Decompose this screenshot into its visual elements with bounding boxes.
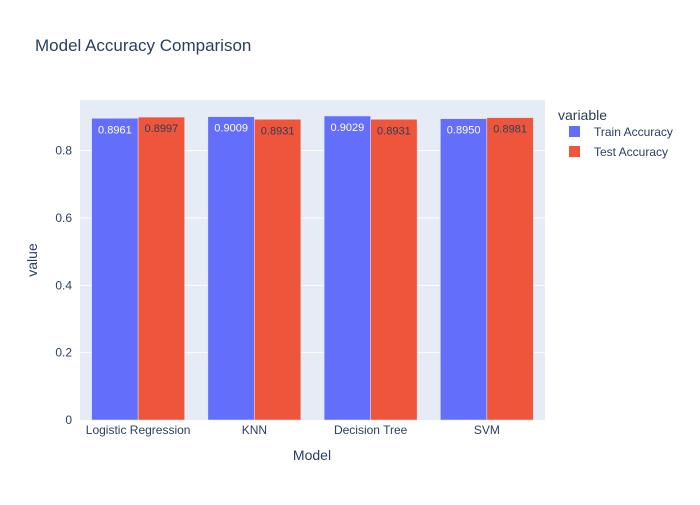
bar xyxy=(137,116,185,421)
bar xyxy=(370,119,418,421)
x-axis-title: Model xyxy=(293,447,331,463)
y-tick-label: 0.8 xyxy=(55,144,72,158)
x-tick-label: KNN xyxy=(242,423,267,437)
bar xyxy=(486,117,534,421)
bar-value-label: 0.8981 xyxy=(493,124,527,136)
bar-value-label: 0.8961 xyxy=(98,124,132,136)
bar-value-label: 0.9009 xyxy=(214,123,248,135)
bar-value-label: 0.9029 xyxy=(331,122,365,134)
legend-label: Train Accuracy xyxy=(594,125,673,139)
bar-value-label: 0.8931 xyxy=(377,125,411,137)
bar-value-label: 0.8950 xyxy=(447,125,481,137)
chart-title: Model Accuracy Comparison xyxy=(35,36,251,55)
bars xyxy=(91,115,534,421)
legend: variable Train Accuracy Test Accuracy xyxy=(558,107,673,159)
bar-value-label: 0.8931 xyxy=(261,125,295,137)
bar xyxy=(207,116,255,421)
x-tick-label: Logistic Regression xyxy=(86,423,191,437)
x-axis-ticks: Logistic Regression KNN Decision Tree SVM xyxy=(86,423,500,437)
y-tick-label: 0.6 xyxy=(55,211,72,225)
y-tick-label: 0 xyxy=(65,413,72,427)
bar xyxy=(440,118,488,421)
bar xyxy=(254,119,302,421)
y-tick-label: 0.4 xyxy=(55,278,72,292)
x-tick-label: SVM xyxy=(474,423,500,437)
legend-title: variable xyxy=(558,107,607,123)
legend-swatch xyxy=(569,126,580,137)
y-axis-ticks: 0 0.2 0.4 0.6 0.8 xyxy=(55,144,72,427)
bar-labels: 0.8961 0.8997 0.9009 0.8931 0.9029 0.8931 0.89… xyxy=(98,122,527,137)
legend-label: Test Accuracy xyxy=(594,145,668,159)
legend-items: Train Accuracy Test Accuracy xyxy=(569,125,673,159)
bar xyxy=(323,115,371,421)
bar-value-label: 0.8997 xyxy=(145,123,179,135)
y-tick-label: 0.2 xyxy=(55,346,72,360)
x-tick-label: Decision Tree xyxy=(334,423,408,437)
y-axis-title: value xyxy=(24,243,40,277)
legend-swatch xyxy=(569,146,580,157)
bar xyxy=(91,118,139,421)
